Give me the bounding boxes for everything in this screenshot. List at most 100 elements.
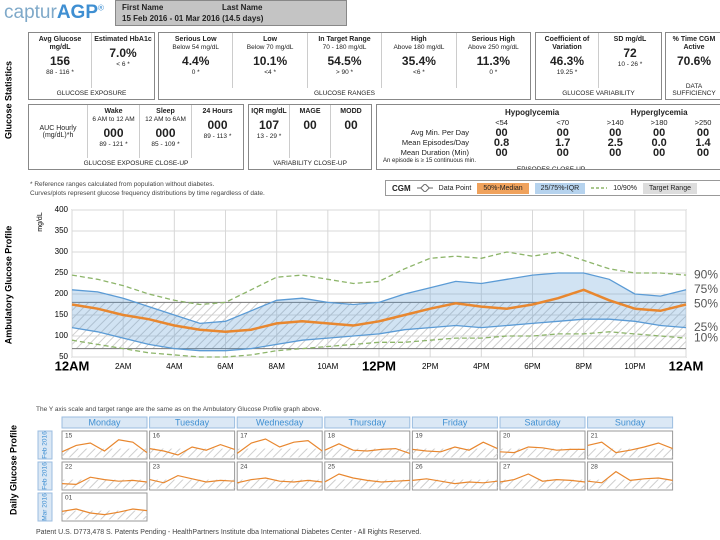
- stat-value: 000: [103, 126, 124, 140]
- stat-columns: % Time CGM Active 70.6%: [666, 33, 720, 81]
- row-label: AUC Hourly (mg/dL)*h: [39, 124, 77, 139]
- weekday-header-bg: [236, 416, 323, 429]
- stat-reference: <6 *: [413, 69, 425, 76]
- stat-columns: AUC Hourly (mg/dL)*h Wake 6 AM to 12 AM 000…: [29, 105, 243, 158]
- stat-columns: IQR mg/dL 107 13 - 29 * MAGE 00 MODD 00: [249, 105, 371, 158]
- episode-value: 00: [696, 127, 710, 139]
- stat-reference: 85 - 109 *: [151, 141, 180, 148]
- table-cell: [377, 118, 471, 128]
- stat-column: Coefficient of Variation 46.3% 19.25 *: [536, 33, 598, 88]
- percentile-label: 90%: [694, 267, 718, 281]
- threshold: >180: [650, 118, 668, 127]
- day-date: 26: [415, 464, 423, 471]
- stat-reference: 0 *: [489, 69, 498, 76]
- day-date: 24: [240, 464, 248, 471]
- threshold: >250: [694, 118, 712, 127]
- group-footer: EPISODES CLOSE-UP: [516, 166, 586, 170]
- row-label: Avg Min. Per Day: [410, 128, 469, 137]
- notes: * Reference ranges calculated from popul…: [30, 180, 265, 198]
- day-date: 19: [415, 433, 423, 440]
- stat-group: Avg Glucose mg/dL 156 88 - 116 * Estimated …: [28, 32, 155, 100]
- stat-title: Low: [263, 36, 278, 43]
- episodes-group: Hypoglycemia Hyperglycemia <54 <70 >140 >180 >…: [376, 104, 720, 170]
- stat-column: Avg Glucose mg/dL 156 88 - 116 *: [29, 33, 91, 88]
- day-target-range: [587, 479, 673, 489]
- y-tick-label: 200: [55, 289, 69, 298]
- stat-group: Serious Low Below 54 mg/dL 4.4% 0 * Low Below…: [158, 32, 531, 100]
- day-line: [324, 443, 410, 454]
- stat-title: Sleep: [156, 108, 175, 115]
- x-tick-label: 8PM: [575, 362, 592, 371]
- weekday-header-bg: [587, 416, 674, 429]
- table-cell: [377, 108, 471, 118]
- row-label: Mean Episodes/Day: [401, 138, 469, 147]
- day-target-range: [412, 448, 498, 458]
- day-date: 21: [591, 433, 599, 440]
- stat-value: 35.4%: [401, 54, 436, 68]
- group-footer: GLUCOSE VARIABILITY: [562, 90, 635, 97]
- day-target-range: [237, 479, 323, 489]
- weekday-header-bg: [324, 416, 411, 429]
- threshold: >140: [606, 118, 624, 127]
- group-footer: GLUCOSE EXPOSURE: [56, 90, 127, 97]
- day-line: [237, 477, 323, 484]
- stat-column: Estimated HbA1c 7.0% < 6 *: [91, 33, 154, 88]
- episode-value: 00: [556, 147, 569, 159]
- table-row: <54 <70 >140 >180 >250: [377, 118, 720, 128]
- weekday-header-bg: [149, 416, 236, 429]
- stat-reference: 89 - 113 *: [203, 133, 232, 140]
- month-label: Feb 2016: [42, 462, 49, 490]
- stat-group: IQR mg/dL 107 13 - 29 * MAGE 00 MODD 00 VARIABI…: [248, 104, 372, 170]
- day-target-range: [149, 448, 235, 458]
- episode-value: 00: [652, 127, 666, 139]
- month-label-bg: [37, 430, 53, 460]
- stat-column: 24 Hours 000 89 - 113 *: [191, 105, 243, 158]
- episode-value: 0.0: [651, 137, 667, 149]
- day-date: 22: [65, 464, 73, 471]
- stat-subtitle: 6 AM to 12 AM: [92, 116, 135, 123]
- percentile-line: [71, 318, 687, 352]
- legend-title: CGM: [392, 183, 411, 193]
- month-label-bg: [37, 461, 53, 491]
- x-tick-label: 4PM: [473, 362, 490, 371]
- stat-group: % Time CGM Active 70.6% DATA SUFFICIENCY: [665, 32, 720, 100]
- footer: Patent U.S. D773,478 S. Patents Pending …: [36, 529, 422, 536]
- stat-title: SD mg/dL: [613, 36, 647, 43]
- stat-value: 4.4%: [182, 54, 210, 68]
- group-footer: DATA SUFFICIENCY: [672, 83, 716, 97]
- y-tick-label: 150: [55, 310, 69, 319]
- stat-value: 46.3%: [549, 54, 585, 68]
- x-tick-label: 2PM: [422, 362, 439, 371]
- day-date: 20: [503, 433, 511, 440]
- weekday-header: Thursday: [349, 417, 387, 427]
- day-line: [61, 439, 148, 454]
- episode-value: 00: [652, 147, 666, 159]
- stat-reference: 89 - 121 *: [99, 141, 128, 148]
- x-tick-label: 8AM: [268, 362, 285, 371]
- month-label: Feb 2016: [42, 431, 49, 459]
- side-label: Glucose Statistics: [3, 61, 13, 139]
- stat-value: 54.5%: [327, 54, 362, 68]
- stat-title: 24 Hours: [202, 108, 233, 115]
- stat-column: % Time CGM Active 70.6%: [666, 33, 720, 81]
- x-tick-label: 4AM: [166, 362, 183, 371]
- stat-reference: 10 - 26 *: [617, 61, 643, 68]
- stat-title: In Target Range: [318, 36, 371, 43]
- y-tick-label: 300: [55, 247, 69, 256]
- legend-item: 25/75%-IQR: [534, 182, 586, 194]
- stat-title: High: [411, 36, 427, 43]
- last-name-label: Last Name: [222, 3, 263, 12]
- weekday-header: Tuesday: [175, 417, 210, 427]
- group-footer: GLUCOSE RANGES: [313, 90, 376, 97]
- table-row: Hypoglycemia Hyperglycemia: [377, 108, 720, 118]
- legend-swatch: [591, 187, 608, 189]
- weekday-header-bg: [499, 416, 586, 429]
- stat-columns: Avg Glucose mg/dL 156 88 - 116 * Estimated …: [29, 33, 154, 88]
- logo: capturAGP®: [4, 2, 104, 24]
- day-line: [149, 474, 235, 484]
- episode-value: 0.8: [493, 137, 510, 149]
- percentile-label: 25%: [694, 320, 718, 334]
- weekday-header: Friday: [442, 417, 468, 427]
- stat-reference: 88 - 116 *: [46, 69, 74, 76]
- day-date: 18: [328, 433, 336, 440]
